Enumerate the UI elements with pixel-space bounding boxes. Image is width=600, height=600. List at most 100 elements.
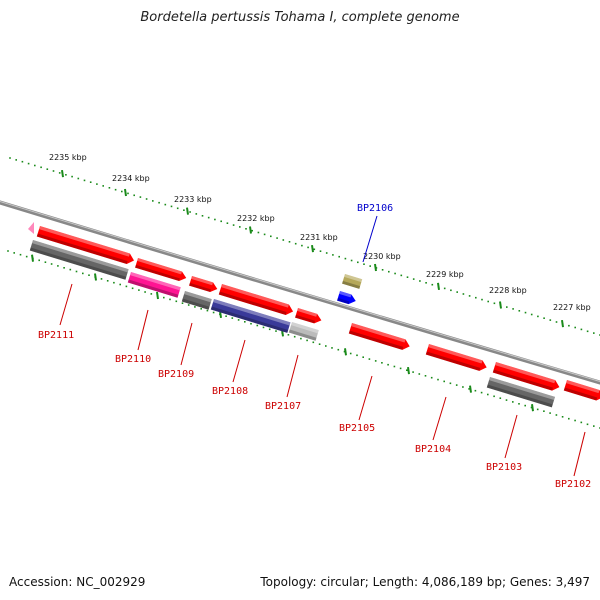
outer-ruler-dot <box>580 328 583 331</box>
outer-ruler-dot <box>357 261 359 264</box>
gene-feature-bp2106-upper[interactable] <box>342 274 363 289</box>
inner-ruler-dot <box>13 252 15 254</box>
gene-feature-bp2108-b[interactable] <box>210 299 291 333</box>
inner-ruler-dot <box>194 306 196 308</box>
outer-ruler-dot <box>220 220 222 223</box>
gene-feature-bp2107-b-body[interactable] <box>288 322 319 341</box>
gene-feature-bp2110-b-body[interactable] <box>127 272 181 298</box>
gene-feature-bp2109-a[interactable] <box>189 276 219 294</box>
gene-feature-bp2110-b[interactable] <box>127 272 181 298</box>
gene-label-bp2104[interactable]: BP2104 <box>415 444 451 455</box>
outer-ruler-dot <box>183 209 185 211</box>
inner-ruler-dot <box>543 410 545 412</box>
gene-feature-bp2103-b[interactable] <box>486 377 556 408</box>
gene-feature-bp2107-a[interactable] <box>295 308 323 325</box>
gene-feature-bp2109-b-body[interactable] <box>181 291 212 310</box>
gene-feature-bp2105[interactable] <box>348 323 412 352</box>
gene-feature-bp2111-b-shade <box>29 247 127 280</box>
gene-feature-bp2107-a-body[interactable] <box>295 308 323 325</box>
gene-label-bp2107[interactable]: BP2107 <box>265 401 301 412</box>
gene-feature-bp2108-b-body[interactable] <box>210 299 291 333</box>
inner-ruler-dot <box>593 425 595 427</box>
outer-ruler-dot <box>344 257 347 260</box>
gene-feature-bp2105-body[interactable] <box>348 323 412 352</box>
outer-ruler-dot <box>338 255 340 258</box>
gene-feature-bp2111-body[interactable] <box>36 226 136 266</box>
outer-ruler-dot <box>226 222 229 224</box>
gene-feature-bp2103-a-body[interactable] <box>492 362 561 392</box>
outer-ruler-dot <box>493 302 496 305</box>
gene-label-bp2102[interactable]: BP2102 <box>555 479 591 490</box>
inner-ruler-dot <box>561 416 564 418</box>
gene-feature-bp2106-upper-body[interactable] <box>342 274 363 289</box>
gene-label-bp2111[interactable]: BP2111 <box>38 330 74 341</box>
outer-ruler-dot <box>425 282 427 284</box>
gene-feature-bp2103-b-body[interactable] <box>486 377 556 408</box>
outer-ruler-major-tick <box>437 282 440 291</box>
inner-ruler-dot <box>331 347 333 349</box>
gene-feature-bp2109-b[interactable] <box>181 291 212 310</box>
gene-label-bp2108[interactable]: BP2108 <box>212 386 248 397</box>
gene-feature-bp2106-upper-highlight <box>344 274 363 283</box>
inner-ruler-dot <box>138 289 140 291</box>
inner-ruler-dot <box>312 341 315 344</box>
gene-feature-bp2109-a-body[interactable] <box>189 276 219 294</box>
gene-feature-bp2104-body[interactable] <box>425 344 489 373</box>
inner-ruler-dot <box>88 274 90 276</box>
outer-ruler-dot <box>462 293 465 295</box>
outer-ruler-major-tick <box>186 207 189 215</box>
gene-feature-bp2110-a-body[interactable] <box>135 258 188 283</box>
inner-ruler-dot <box>169 298 171 301</box>
outer-ruler-dot <box>40 166 42 169</box>
kbp-label-2231: 2231 kbp <box>300 233 338 242</box>
gene-feature-bp2104[interactable] <box>425 344 489 373</box>
inner-ruler-dot <box>580 421 583 424</box>
gene-feature-bp2110-a[interactable] <box>135 258 188 283</box>
gene-label-bp2110[interactable]: BP2110 <box>115 354 151 365</box>
gene-feature-bp2106[interactable] <box>337 291 357 306</box>
outer-ruler-dot <box>152 200 154 202</box>
gene-feature-bp2103-b-shade <box>486 384 553 408</box>
outer-ruler-dot <box>232 224 235 226</box>
inner-ruler-dot <box>38 259 40 262</box>
gene-feature-bp2109-a-shade <box>189 282 211 292</box>
outer-ruler-dot <box>108 187 111 189</box>
callout-line-bp2107 <box>286 354 299 398</box>
gene-feature-bp2111-b-body[interactable] <box>29 240 129 280</box>
inner-ruler-dot <box>518 403 520 405</box>
gene-feature-bp2103-a[interactable] <box>492 362 561 392</box>
gene-feature-bp2111[interactable] <box>36 226 136 266</box>
gene-feature-bp2104-shade <box>425 351 481 371</box>
inner-ruler-dot <box>524 404 526 407</box>
inner-ruler-dot <box>468 388 470 390</box>
outer-ruler <box>9 157 600 336</box>
outer-ruler-dot <box>475 296 477 299</box>
outer-ruler-dot <box>170 205 173 208</box>
inner-ruler-dot <box>374 360 377 362</box>
inner-ruler-dot <box>150 293 153 295</box>
gene-feature-bp2107-b[interactable] <box>288 322 319 341</box>
outer-ruler-dot <box>512 308 514 310</box>
gene-feature-bp2108-a[interactable] <box>218 284 295 317</box>
inner-ruler-dot <box>443 380 445 383</box>
gene-feature-bp2102[interactable] <box>563 380 600 402</box>
outer-ruler-dot <box>481 298 483 301</box>
gene-label-bp2106[interactable]: BP2106 <box>357 203 393 214</box>
gene-feature-bp2106-body[interactable] <box>337 291 357 306</box>
gene-feature-bp2102-body[interactable] <box>563 380 600 402</box>
inner-ruler-dot <box>393 365 396 368</box>
outer-ruler-dot <box>549 319 552 321</box>
outer-ruler-dot <box>282 239 285 241</box>
outer-ruler-dot <box>419 280 421 282</box>
inner-ruler-dot <box>337 348 340 351</box>
gene-label-bp2105[interactable]: BP2105 <box>339 423 375 434</box>
inner-ruler-dot <box>462 386 464 388</box>
gene-feature-bp2108-a-body[interactable] <box>218 284 295 317</box>
gene-label-bp2103[interactable]: BP2103 <box>486 462 522 473</box>
callout-line-bp2102 <box>573 431 586 477</box>
outer-ruler-dot <box>574 326 576 329</box>
gene-label-bp2109[interactable]: BP2109 <box>158 369 194 380</box>
outer-ruler-dot <box>207 216 210 219</box>
inner-ruler-dot <box>480 391 483 394</box>
gene-feature-bp2111-b[interactable] <box>29 240 129 280</box>
